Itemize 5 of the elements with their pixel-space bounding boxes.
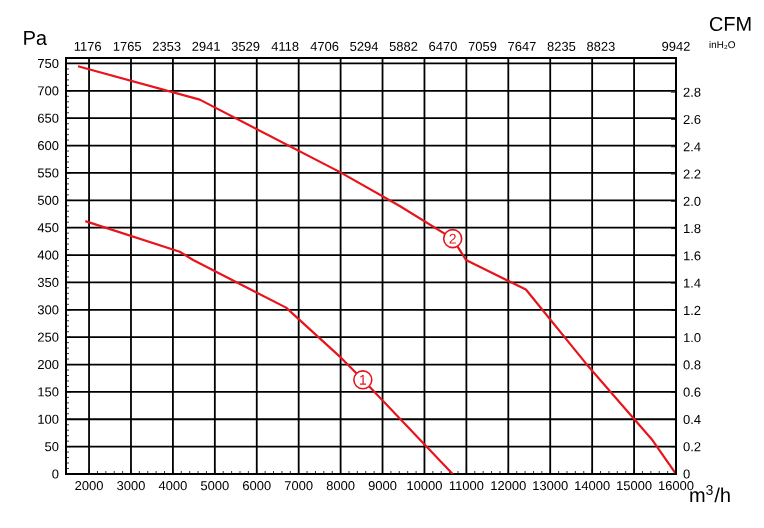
line-series: [76, 65, 676, 474]
x2-axis-title: CFM: [709, 16, 751, 32]
x-axis-title: m$^{3}$/h: [690, 485, 730, 503]
line-series: [84, 220, 454, 474]
y-axis-title: Pa: [24, 31, 48, 45]
